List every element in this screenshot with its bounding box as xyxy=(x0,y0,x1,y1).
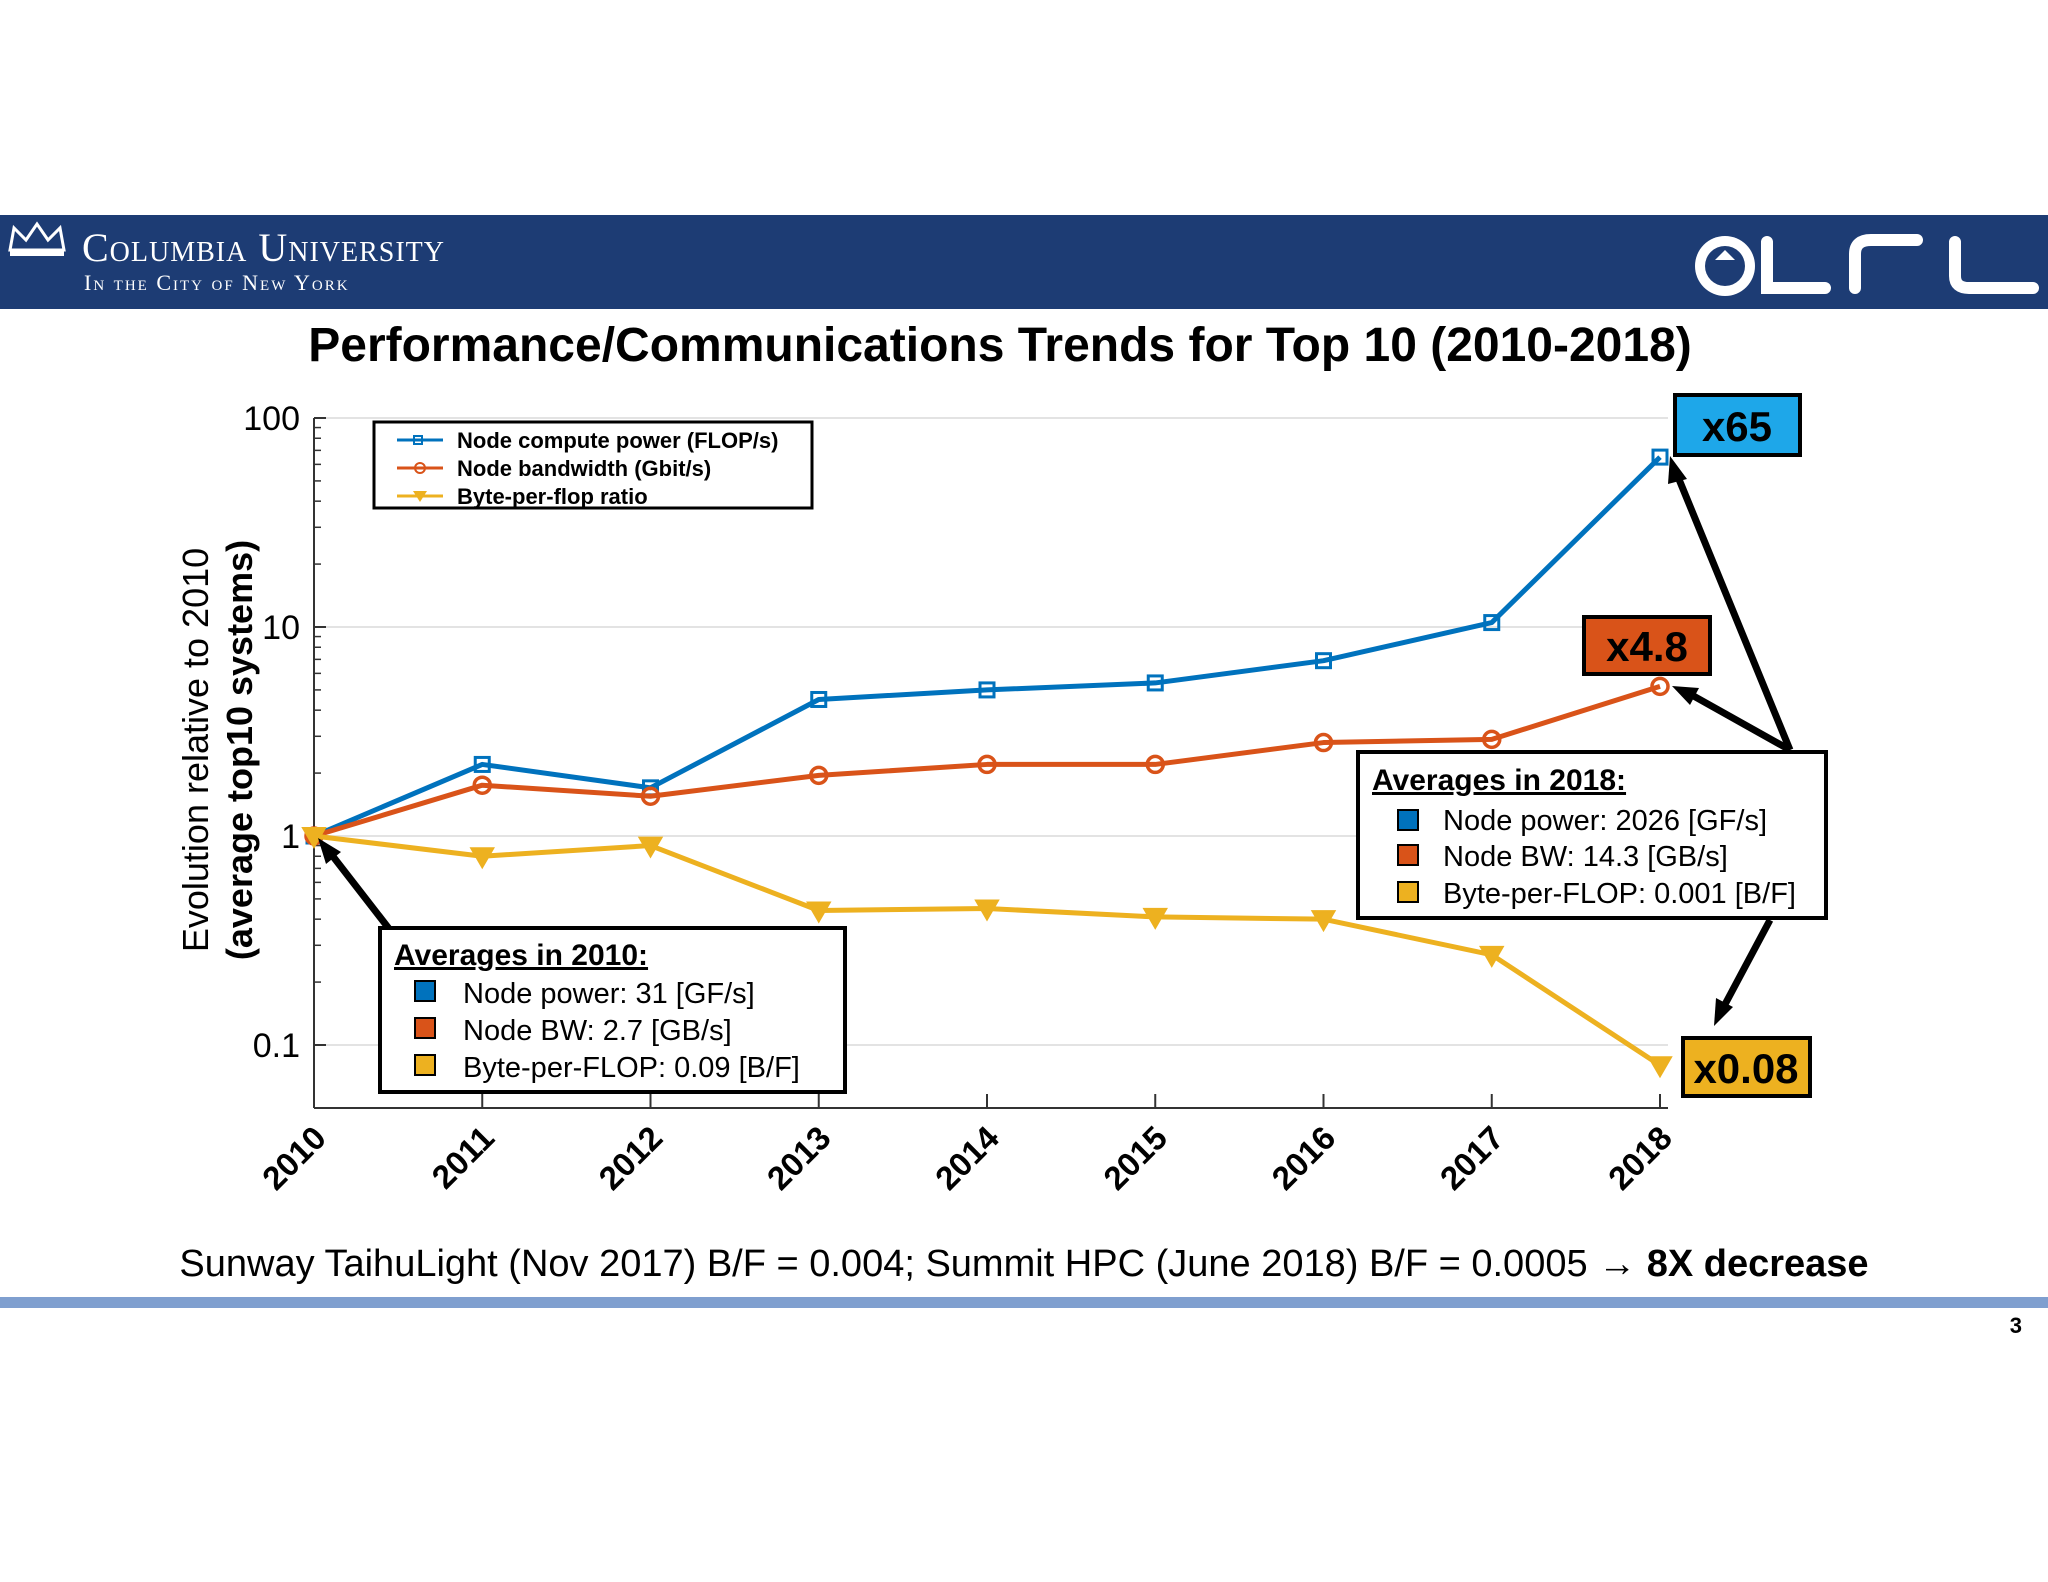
grid xyxy=(314,417,1668,1046)
point-2-6 xyxy=(1310,910,1337,933)
lrl-logo-icon xyxy=(1695,234,2039,296)
point-0-7 xyxy=(1483,614,1501,632)
avg2010-item-compute: Node power: 31 [GF/s] xyxy=(463,978,755,1010)
avg2010-swatch-compute xyxy=(414,980,436,1002)
callout-x0-08-text: x0.08 xyxy=(1693,1045,1798,1092)
legend: Node compute power (FLOP/s) Node bandwidt… xyxy=(372,420,814,510)
series-line-0 xyxy=(313,455,1662,839)
footnote-bold: 8X decrease xyxy=(1646,1243,1869,1285)
point-0-3 xyxy=(810,690,828,708)
callout-x65-text: x65 xyxy=(1702,403,1772,450)
point-2-0 xyxy=(301,827,327,849)
axes xyxy=(313,418,1668,1109)
callout-x4-8-text: x4.8 xyxy=(1606,623,1688,670)
legend-marker-1 xyxy=(414,462,426,474)
point-1-6 xyxy=(1313,732,1334,753)
legend-marker-2 xyxy=(413,491,427,502)
avg2018-swatch-bpf xyxy=(1397,881,1419,903)
averages-2010-box: Averages in 2010: Node power: 31 [GF/s] … xyxy=(378,926,847,1094)
avg2010-swatch-bandwidth xyxy=(414,1017,436,1039)
averages-2018-title: Averages in 2018: xyxy=(1372,764,1626,797)
page-number: 3 xyxy=(2009,1313,2022,1338)
series-2 xyxy=(301,827,1673,1079)
y-axis-label-line1: Evolution relative to 2010 xyxy=(175,548,216,952)
point-2-2 xyxy=(637,836,664,859)
point-0-1 xyxy=(473,755,491,773)
university-subtitle: In the City of New York xyxy=(84,270,350,295)
footnote: Sunway TaihuLight (Nov 2017) B/F = 0.004… xyxy=(0,1243,2048,1286)
point-2-4 xyxy=(974,899,1000,922)
point-1-1 xyxy=(472,775,492,795)
arrow-to-2018-bandwidth xyxy=(1672,686,1792,754)
point-1-7 xyxy=(1482,729,1502,750)
y-axis-label-line2: (average top10 systems) xyxy=(219,540,260,960)
xtick-label-6: 2016 xyxy=(1264,1119,1342,1197)
avg2018-item-bpf: Byte-per-FLOP: 0.001 [B/F] xyxy=(1443,878,1796,910)
ytick-label-1: 1 xyxy=(281,818,300,856)
series-1 xyxy=(304,676,1670,846)
callout-x65: x65 xyxy=(1673,393,1802,457)
point-2-3 xyxy=(806,901,832,924)
arrow-to-2018-compute xyxy=(1668,456,1794,752)
point-1-3 xyxy=(809,765,829,786)
arrow-to-2018-byte-per-flop xyxy=(1714,918,1774,1026)
point-0-6 xyxy=(1315,652,1332,670)
xtick-label-4: 2014 xyxy=(928,1118,1007,1197)
xtick-label-5: 2015 xyxy=(1096,1119,1174,1197)
point-2-8 xyxy=(1647,1056,1673,1079)
footer-line xyxy=(0,1297,2048,1308)
xtick-label-7: 2017 xyxy=(1433,1119,1511,1197)
point-1-5 xyxy=(1145,754,1165,775)
xtick-label-1: 2011 xyxy=(424,1119,501,1196)
point-2-5 xyxy=(1142,907,1168,930)
legend-label-2: Byte-per-flop ratio xyxy=(457,484,648,509)
ytick-label-0: 0.1 xyxy=(253,1027,300,1065)
averages-2018-box: Averages in 2018: Node power: 2026 [GF/s… xyxy=(1356,750,1828,920)
avg2018-item-compute: Node power: 2026 [GF/s] xyxy=(1443,805,1767,837)
xtick-label-8: 2018 xyxy=(1601,1119,1679,1197)
ytick-label-2: 10 xyxy=(262,609,300,647)
arrow-to-2010 xyxy=(318,838,393,933)
xtick-label-3: 2013 xyxy=(760,1119,838,1197)
point-0-5 xyxy=(1146,674,1164,692)
avg2018-item-bandwidth: Node BW: 14.3 [GB/s] xyxy=(1443,841,1728,873)
avg2018-swatch-bandwidth xyxy=(1397,844,1419,866)
point-2-1 xyxy=(469,847,495,870)
callout-x4-8: x4.8 xyxy=(1582,615,1712,676)
footnote-text: Sunway TaihuLight (Nov 2017) B/F = 0.004… xyxy=(179,1243,1647,1285)
legend-frame xyxy=(372,420,814,510)
averages-2010-title: Averages in 2010: xyxy=(394,939,648,972)
avg2010-swatch-bpf xyxy=(414,1054,436,1076)
legend-label-0: Node compute power (FLOP/s) xyxy=(457,428,778,453)
avg2010-item-bpf: Byte-per-FLOP: 0.09 [B/F] xyxy=(463,1052,800,1084)
point-0-4 xyxy=(978,681,996,699)
crown-icon xyxy=(8,221,66,256)
legend-marker-0 xyxy=(413,435,423,445)
university-name: Columbia University xyxy=(82,225,445,270)
avg2010-item-bandwidth: Node BW: 2.7 [GB/s] xyxy=(463,1015,732,1047)
point-1-8 xyxy=(1650,676,1670,697)
xtick-label-2: 2012 xyxy=(591,1119,669,1197)
avg2018-swatch-compute xyxy=(1397,809,1419,831)
series xyxy=(301,448,1673,1079)
ytick-label-3: 100 xyxy=(243,400,300,438)
point-1-4 xyxy=(977,754,997,775)
point-2-7 xyxy=(1479,945,1505,968)
xtick-label-0: 2010 xyxy=(255,1119,333,1197)
point-1-2 xyxy=(640,786,661,806)
callout-x0-08: x0.08 xyxy=(1681,1036,1812,1098)
legend-label-1: Node bandwidth (Gbit/s) xyxy=(457,456,711,481)
series-line-1 xyxy=(313,683,1661,839)
point-0-8 xyxy=(1651,448,1669,466)
slide-title: Performance/Communications Trends for To… xyxy=(308,319,1692,372)
